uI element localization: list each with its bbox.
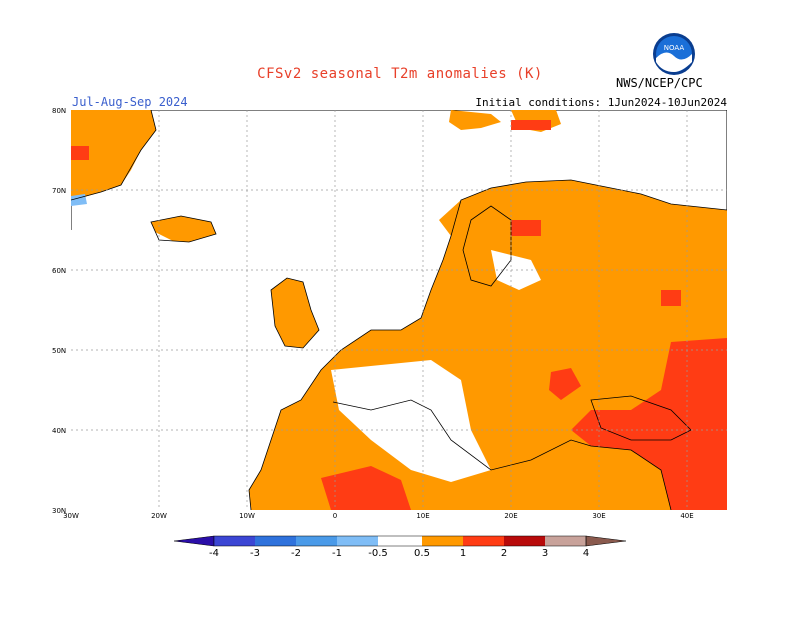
lat-label: 40N [52,427,67,435]
map-title: CFSv2 seasonal T2m anomalies (K) [257,66,543,82]
lat-label: 70N [52,187,67,195]
cbar-label: -3 [250,548,260,559]
lon-label: 20E [504,512,518,520]
lon-label: 10E [416,512,430,520]
lon-label: 20W [151,512,167,520]
lon-label: 0 [332,512,338,520]
agency-label: NWS/NCEP/CPC [616,76,703,90]
cbar-label: 3 [541,548,549,559]
cbar-label: -2 [291,548,301,559]
cbar-label: -4 [209,548,219,559]
cbar-label: 1 [459,548,467,559]
colorbar [174,535,626,547]
strong-anomaly [71,120,727,510]
lat-label: 50N [52,347,67,355]
lat-label: 30N [52,507,67,515]
cbar-swatch [296,536,337,546]
cbar-label: -1 [332,548,342,559]
lon-label: 30W [63,512,79,520]
cbar-swatch [504,536,545,546]
noaa-logo-icon: NOAA [653,33,695,75]
anomaly-map [71,110,727,510]
cbar-arrow-left [174,535,215,547]
cbar-label: -0.5 [368,548,388,559]
lon-label: 10W [239,512,255,520]
lat-label: 80N [52,107,67,115]
cbar-swatch [378,536,422,546]
logo-text: NOAA [664,44,685,52]
lat-label: 60N [52,267,67,275]
initial-conditions: Initial conditions: 1Jun2024-10Jun2024 [475,96,727,109]
graticule [71,110,727,510]
cbar-arrow-right [585,535,626,547]
cbar-swatch [422,536,463,546]
cbar-swatch [545,536,586,546]
lon-label: 40E [680,512,694,520]
cbar-swatch [214,536,255,546]
cold-anomaly [71,194,87,206]
cbar-label: 4 [582,548,590,559]
lon-label: 30E [592,512,606,520]
cbar-swatch [337,536,378,546]
forecast-period: Jul-Aug-Sep 2024 [72,95,188,109]
cbar-label: 2 [500,548,508,559]
cbar-swatch [255,536,296,546]
cbar-swatch [463,536,504,546]
cbar-label: 0.5 [414,548,430,559]
